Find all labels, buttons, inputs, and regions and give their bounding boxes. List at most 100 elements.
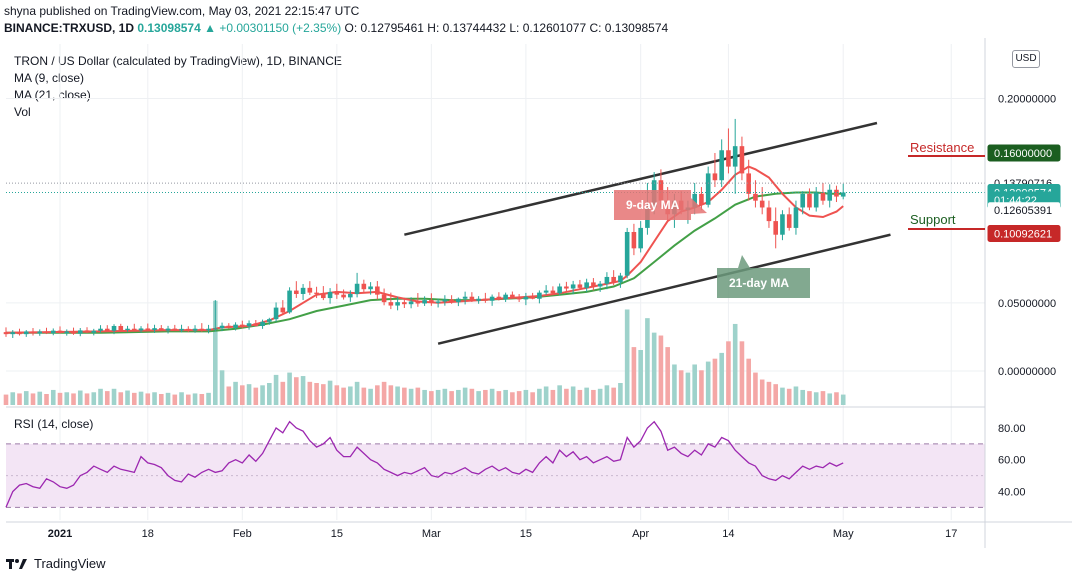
volume-bar [213, 300, 218, 405]
footer-brand[interactable]: TradingView [6, 556, 106, 571]
rsi-line [5, 420, 844, 508]
volume-bar [98, 388, 103, 405]
volume-bar [739, 341, 745, 405]
candle-body [111, 325, 117, 331]
candle-body [550, 290, 556, 294]
candle-body [294, 290, 299, 294]
volume-bar [780, 387, 785, 405]
volume-bar [77, 390, 83, 405]
currency-badge[interactable]: USD [1012, 50, 1040, 68]
candle-body [631, 231, 637, 249]
candle-body [219, 325, 225, 329]
candle-body [510, 294, 515, 298]
candle-body [537, 292, 542, 299]
candle-body [503, 294, 508, 300]
price-badge-text: 0.12605391 [994, 205, 1052, 217]
candle-body [125, 328, 130, 331]
volume-bar [537, 388, 542, 405]
legend-ma9[interactable]: MA (9, close) [14, 71, 85, 85]
candle-body [260, 321, 265, 326]
candle-body [381, 294, 387, 303]
volume-bar [523, 389, 529, 405]
candle-body [469, 296, 475, 301]
candle-body [584, 282, 589, 288]
ma21-callout: 21-day MA [717, 255, 810, 298]
volume-bar [570, 386, 576, 405]
candle-body [246, 323, 252, 327]
rsi-tick-label: 40.00 [998, 486, 1026, 498]
candlesticks [3, 118, 846, 338]
candle-body [192, 328, 198, 331]
volume-bar [793, 386, 799, 405]
ohlc-open: O: 0.12795461 [344, 21, 424, 35]
ma21-callout-label: 21-day MA [729, 276, 789, 290]
ma9-callout-label: 9-day MA [626, 198, 680, 212]
volume-bar [253, 387, 259, 405]
x-tick-label: 14 [722, 528, 734, 540]
volume-bar [645, 318, 650, 405]
volume-bar [786, 388, 792, 405]
footer-text: TradingView [34, 556, 106, 571]
candle-body [327, 291, 333, 299]
volume-bar [516, 391, 522, 405]
candle-body [300, 287, 306, 294]
volume-bar [185, 394, 191, 405]
candle-body [813, 192, 819, 208]
volume-bar [165, 392, 171, 405]
volume-bar [449, 391, 454, 405]
candle-body [10, 332, 16, 335]
candle-body [496, 296, 502, 300]
candle-body [280, 307, 286, 313]
volume-bar [665, 347, 670, 405]
volume-bar [219, 370, 225, 405]
price-badge: 0.16000000 [987, 144, 1061, 162]
volume-bar [84, 393, 90, 405]
volume-bar [624, 309, 630, 405]
candle-body [17, 332, 22, 335]
candle-body [604, 276, 610, 284]
candle-body [827, 189, 833, 201]
volume-bar [368, 388, 373, 405]
candle-body [77, 330, 83, 334]
candle-body [564, 286, 569, 289]
legend-vol[interactable]: Vol [14, 105, 31, 119]
candle-body [408, 301, 414, 305]
volume-bar [476, 391, 481, 405]
volume-bar [672, 364, 677, 405]
volume-bar [118, 392, 124, 405]
volume-bar [152, 392, 157, 405]
volume-bar [489, 388, 495, 405]
volume-bar [469, 388, 475, 405]
volume-bar [746, 358, 751, 405]
candle-body [739, 146, 745, 174]
y-tick-label: 0.00000000 [998, 366, 1056, 378]
candle-body [145, 328, 151, 331]
volume-bar [158, 394, 164, 405]
candle-body [348, 293, 353, 298]
volume-bar [550, 389, 556, 405]
volume-bar [827, 393, 833, 405]
chart-title[interactable]: TRON / US Dollar (calculated by TradingV… [14, 54, 342, 68]
volume-bar [192, 393, 198, 405]
candle-body [523, 296, 529, 300]
level-lines [6, 182, 985, 193]
candle-body [37, 331, 43, 334]
candle-body [624, 231, 630, 276]
legend-rsi[interactable]: RSI (14, close) [14, 417, 94, 431]
volume-bar [678, 370, 684, 405]
candle-body [597, 283, 603, 287]
candle-body [449, 299, 454, 303]
ma21-line [6, 191, 844, 334]
volume-bar [179, 392, 184, 405]
volume-bar [348, 386, 353, 405]
ma9-line [5, 165, 844, 334]
volume-bar [800, 389, 806, 405]
candle-body [692, 193, 697, 208]
volume-bar [334, 385, 340, 405]
candle-body [456, 298, 461, 303]
candle-body [388, 302, 394, 306]
volume-bar [732, 323, 738, 405]
volume-bar [273, 374, 279, 405]
candle-body [834, 189, 839, 197]
